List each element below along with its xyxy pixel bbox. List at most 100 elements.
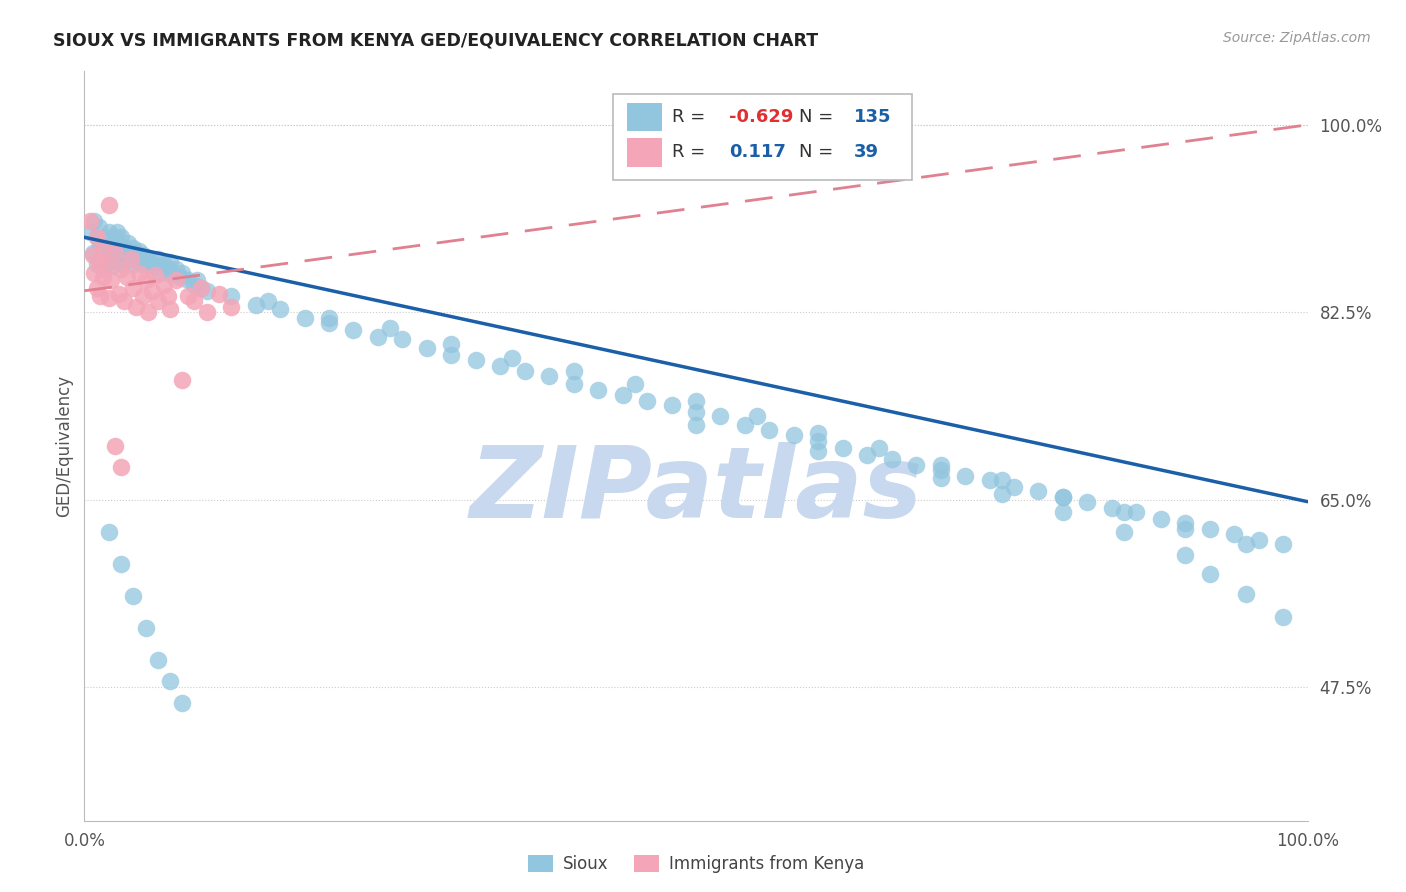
Point (97, 291, 120, 305)
Point (183, 294, 205, 309)
Text: N =: N = (799, 108, 832, 126)
Point (929, 462, 952, 476)
Point (107, 255, 129, 269)
Point (132, 289, 155, 303)
Point (929, 471, 952, 485)
Point (104, 230, 127, 244)
Point (159, 301, 181, 316)
Point (143, 259, 166, 273)
Point (636, 394, 658, 409)
Point (464, 353, 486, 368)
Point (86, 257, 108, 271)
Point (122, 280, 145, 294)
Point (128, 244, 150, 259)
Point (1247, 533, 1270, 548)
Point (257, 294, 280, 309)
Point (440, 337, 463, 351)
Y-axis label: GED/Equivalency: GED/Equivalency (55, 375, 73, 517)
Point (165, 273, 187, 287)
Point (105, 237, 128, 252)
Point (153, 278, 176, 293)
Point (979, 473, 1001, 487)
Point (807, 434, 830, 448)
Point (125, 252, 148, 266)
Point (110, 246, 132, 260)
Bar (627, 103, 662, 131)
Point (177, 289, 200, 303)
Legend: Sioux, Immigrants from Kenya: Sioux, Immigrants from Kenya (522, 848, 870, 880)
Point (513, 364, 536, 378)
Point (97, 248, 120, 262)
FancyBboxPatch shape (613, 94, 912, 180)
Point (115, 244, 138, 259)
Point (905, 458, 928, 473)
Point (112, 241, 135, 255)
Point (1236, 537, 1258, 551)
Point (1114, 505, 1136, 519)
Point (1052, 505, 1074, 519)
Point (111, 257, 134, 271)
Point (991, 473, 1014, 487)
Point (91, 262, 114, 277)
Text: 0.117: 0.117 (728, 144, 786, 161)
Point (149, 266, 172, 280)
Point (1150, 512, 1173, 526)
Point (136, 257, 159, 271)
Point (1076, 494, 1098, 508)
Point (104, 252, 127, 266)
Point (132, 248, 155, 262)
Point (612, 387, 634, 401)
Point (685, 417, 707, 432)
Point (115, 269, 138, 284)
Point (110, 460, 132, 475)
Point (190, 280, 212, 294)
Point (122, 241, 145, 255)
Point (747, 409, 769, 423)
Text: R =: R = (672, 144, 704, 161)
Point (183, 278, 205, 293)
Point (83, 266, 105, 280)
Point (586, 384, 609, 398)
Point (831, 441, 853, 455)
Point (86, 230, 108, 244)
Point (159, 255, 181, 269)
Point (90, 252, 112, 266)
Text: 135: 135 (853, 108, 891, 126)
Point (489, 359, 512, 373)
Point (208, 287, 231, 301)
Point (114, 252, 136, 266)
Point (98, 241, 121, 255)
Point (86, 230, 108, 244)
Point (807, 426, 830, 441)
Point (129, 257, 152, 271)
Point (97, 198, 120, 212)
Point (734, 417, 756, 432)
Point (104, 246, 127, 260)
Point (342, 323, 364, 337)
Point (97, 237, 120, 252)
Point (869, 441, 891, 455)
Point (1114, 524, 1136, 539)
Point (103, 244, 125, 259)
Point (89, 289, 111, 303)
Point (953, 469, 976, 483)
Point (1198, 567, 1220, 582)
Point (156, 289, 179, 303)
Point (1125, 505, 1147, 519)
Point (82, 248, 104, 262)
Point (112, 294, 135, 309)
Point (136, 305, 159, 319)
Point (880, 451, 903, 466)
Point (87, 219, 110, 234)
Point (100, 273, 122, 287)
Point (219, 289, 242, 303)
Point (856, 448, 879, 462)
Point (79, 214, 101, 228)
Text: ZIPatlas: ZIPatlas (470, 442, 922, 540)
Point (318, 310, 340, 325)
Point (97, 524, 120, 539)
Point (538, 369, 561, 384)
Point (143, 268, 166, 282)
Point (1174, 548, 1197, 562)
Text: 39: 39 (853, 144, 879, 161)
